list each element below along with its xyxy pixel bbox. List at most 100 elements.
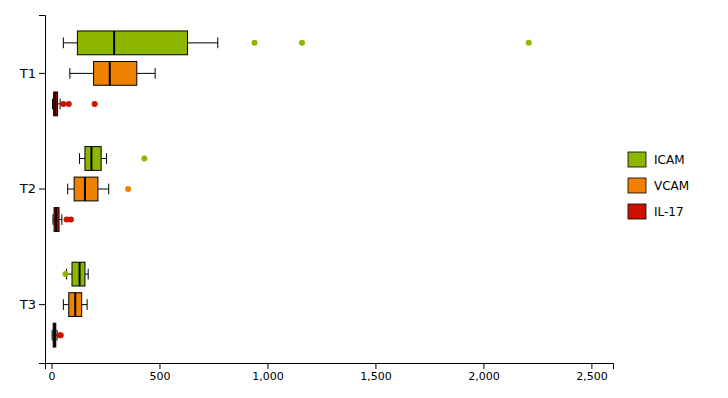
box	[63, 262, 89, 286]
tick: 1,500	[360, 363, 392, 383]
box	[52, 323, 64, 347]
whisker-cap	[106, 153, 107, 164]
median	[79, 262, 81, 286]
median	[55, 208, 57, 232]
chart: 0 500 1,000 1,500 2,000 2,500 T1 T2 T3 ICAM VCAM IL…	[0, 0, 728, 398]
legend: ICAM VCAM IL-17	[628, 152, 689, 219]
legend-swatch	[628, 178, 646, 193]
tick-label: T1	[19, 66, 36, 81]
outlier	[299, 40, 305, 46]
box-body	[85, 147, 101, 171]
whisker-cap	[88, 269, 89, 280]
whisker	[80, 158, 85, 159]
whisker-cap	[52, 214, 53, 225]
box-body	[53, 323, 56, 347]
legend-label: ICAM	[654, 153, 684, 167]
tick-label: T2	[19, 181, 36, 196]
whisker	[98, 189, 109, 190]
median	[54, 323, 56, 347]
legend-label: VCAM	[654, 179, 689, 193]
whisker-cap	[69, 68, 70, 79]
outlier	[60, 101, 66, 107]
median	[109, 61, 111, 85]
box-body	[94, 61, 137, 85]
outlier	[92, 101, 98, 107]
series	[52, 92, 98, 347]
y-axis: T1 T2 T3	[19, 16, 46, 364]
tick-mark	[39, 304, 45, 305]
outlier	[58, 332, 64, 338]
box	[53, 208, 74, 232]
box	[63, 293, 87, 317]
tick-label: 1,000	[252, 370, 284, 383]
legend-item: IL-17	[628, 204, 684, 219]
x-axis: 0 500 1,000 1,500 2,000 2,500	[46, 363, 614, 383]
box-body	[54, 92, 58, 116]
whisker-cap	[52, 330, 53, 341]
whisker-cap	[87, 299, 88, 310]
legend-item: VCAM	[628, 178, 689, 193]
box	[68, 177, 131, 201]
median	[54, 92, 56, 116]
outlier	[526, 40, 532, 46]
legend-swatch	[628, 152, 646, 167]
tick-mark	[375, 363, 376, 369]
tick: 500	[149, 363, 170, 383]
whisker	[63, 304, 68, 305]
whisker-cap	[63, 299, 64, 310]
tick-mark	[159, 363, 160, 369]
whisker	[70, 73, 94, 74]
box	[63, 31, 531, 55]
tick: 2,000	[468, 363, 500, 383]
box-body	[74, 177, 98, 201]
tick-mark	[267, 363, 268, 369]
box-body	[72, 262, 85, 286]
whisker-cap	[155, 68, 156, 79]
tick-mark	[51, 363, 52, 369]
box-body	[77, 31, 187, 55]
outlier	[66, 101, 72, 107]
whisker	[63, 42, 77, 43]
median	[74, 293, 76, 317]
outlier	[68, 217, 74, 223]
tick: 0	[48, 363, 55, 383]
tick-mark	[39, 73, 45, 74]
outlier	[125, 186, 131, 192]
whisker-cap	[79, 153, 80, 164]
box	[70, 61, 155, 85]
whisker-cap	[67, 184, 68, 195]
axis-line	[39, 16, 46, 364]
tick-mark	[483, 363, 484, 369]
series	[63, 31, 532, 286]
whisker-cap	[52, 99, 53, 110]
whisker-cap	[108, 184, 109, 195]
axis-line	[46, 364, 614, 370]
box	[80, 147, 148, 171]
tick-mark	[591, 363, 592, 369]
box	[53, 92, 98, 116]
whisker	[101, 158, 106, 159]
tick-label: 2,000	[468, 370, 500, 383]
tick-label: T3	[19, 297, 36, 312]
tick: T2	[19, 181, 45, 196]
series	[63, 61, 155, 316]
tick: T3	[19, 297, 45, 312]
whisker-cap	[63, 38, 64, 49]
tick-label: 2,500	[576, 370, 608, 383]
plot-area	[52, 31, 532, 347]
outlier	[141, 155, 147, 161]
median	[90, 147, 92, 171]
whisker	[82, 304, 87, 305]
tick: T1	[19, 66, 45, 81]
legend-item: ICAM	[628, 152, 684, 167]
whisker	[137, 73, 155, 74]
median	[84, 177, 86, 201]
box-body	[69, 293, 82, 317]
legend-label: IL-17	[654, 205, 684, 219]
outlier	[63, 271, 69, 277]
whisker	[188, 42, 218, 43]
legend-swatch	[628, 204, 646, 219]
whisker	[68, 189, 74, 190]
whisker-cap	[217, 38, 218, 49]
outlier	[251, 40, 257, 46]
